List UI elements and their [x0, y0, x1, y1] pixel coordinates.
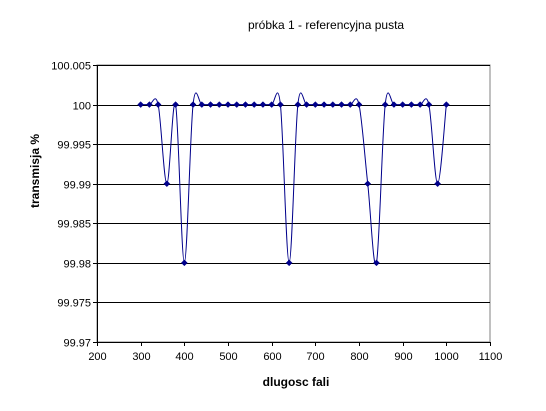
x-tick-label: 200 — [88, 351, 106, 363]
data-point — [277, 101, 284, 108]
data-point — [224, 101, 232, 108]
chart-title: próbka 1 - referencyjna pusta — [248, 18, 405, 32]
y-tick-label: 100.005 — [51, 61, 91, 73]
x-tick-label: 800 — [350, 351, 368, 363]
data-point — [250, 101, 258, 108]
y-tick-label: 99.995 — [57, 140, 91, 152]
data-point — [180, 259, 188, 267]
data-point — [329, 101, 337, 108]
data-point — [137, 101, 145, 108]
data-point — [172, 101, 179, 108]
data-point — [198, 101, 206, 108]
data-point — [346, 101, 354, 108]
data-point — [390, 101, 398, 108]
y-tick-label: 99.97 — [63, 338, 91, 350]
data-point — [355, 101, 363, 108]
data-point — [294, 101, 302, 108]
data-point — [189, 101, 197, 108]
data-point — [242, 101, 249, 108]
data-point — [207, 101, 214, 108]
data-point — [215, 101, 223, 108]
y-tick-label: 99.975 — [57, 298, 91, 310]
x-tick-label: 500 — [219, 351, 237, 363]
data-point — [442, 101, 450, 108]
data-point — [259, 101, 267, 108]
y-tick-label: 99.985 — [57, 219, 91, 231]
x-tick-label: 1100 — [479, 351, 503, 363]
data-point — [146, 101, 153, 108]
data-point — [311, 101, 319, 108]
data-point — [408, 101, 415, 108]
x-tick-label: 300 — [132, 351, 150, 363]
data-point — [163, 180, 171, 188]
x-tick-label: 900 — [394, 351, 412, 363]
y-tick-label: 99.99 — [63, 180, 91, 192]
data-point — [233, 101, 241, 108]
data-point — [154, 101, 162, 108]
y-tick-label: 99.98 — [63, 259, 91, 271]
data-point — [338, 101, 345, 108]
x-tick-label: 1000 — [434, 351, 458, 363]
data-point — [320, 101, 328, 108]
data-point — [425, 101, 433, 108]
data-point — [364, 180, 372, 188]
data-point — [381, 101, 389, 108]
data-point — [303, 101, 310, 108]
data-point — [416, 101, 424, 108]
x-tick-label: 600 — [263, 351, 281, 363]
x-tick-label: 700 — [306, 351, 324, 363]
x-axis-label: dlugosc fali — [262, 375, 330, 389]
data-point — [399, 101, 407, 108]
data-point — [373, 259, 380, 267]
series-line — [140, 92, 447, 266]
data-point — [268, 101, 276, 108]
y-tick-label: 100 — [73, 101, 91, 113]
data-point — [285, 259, 293, 267]
data-point — [434, 180, 441, 188]
x-tick-label: 400 — [175, 351, 193, 363]
